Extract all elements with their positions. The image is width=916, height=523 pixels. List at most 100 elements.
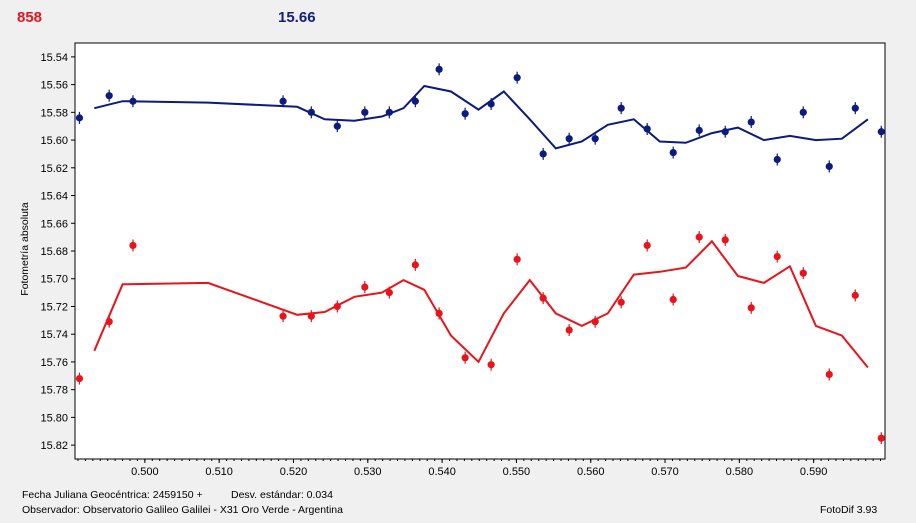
data-point [487, 358, 495, 371]
point-marker [617, 298, 625, 306]
data-point [461, 107, 469, 120]
std-deviation-label: Desv. estándar: 0.034 [231, 489, 333, 501]
data-point [307, 106, 315, 119]
data-point [643, 239, 651, 252]
data-point [411, 95, 419, 108]
data-point [105, 89, 113, 102]
point-marker [799, 269, 807, 277]
data-point [643, 122, 651, 135]
data-point [877, 125, 885, 138]
point-marker [411, 261, 419, 269]
point-marker [333, 302, 341, 311]
point-marker [643, 125, 651, 133]
point-marker [105, 92, 113, 100]
y-tick-label: 15.58 [40, 107, 68, 119]
plot-area [74, 42, 886, 460]
point-marker [129, 241, 137, 250]
y-tick-label: 15.80 [40, 412, 68, 424]
data-point [75, 372, 84, 385]
series-line-0 [94, 84, 869, 150]
data-point [799, 267, 807, 280]
x-tick-label: 0.560 [577, 466, 605, 478]
y-tick-label: 15.78 [40, 385, 68, 397]
y-axis-label: Fotometría absoluta [19, 202, 31, 296]
point-marker [333, 122, 341, 130]
point-marker [877, 128, 885, 136]
data-point [435, 307, 443, 320]
data-point [129, 239, 137, 252]
point-marker [435, 65, 443, 73]
point-marker [773, 252, 781, 261]
data-point [361, 106, 369, 119]
x-tick-label: 0.590 [800, 466, 828, 478]
point-marker [461, 354, 469, 362]
data-point [825, 160, 833, 173]
point-marker [361, 108, 369, 116]
x-tick-label: 0.580 [726, 466, 754, 478]
point-marker [565, 326, 573, 334]
x-tick-label: 0.540 [428, 466, 456, 478]
point-marker [877, 434, 885, 442]
point-marker [487, 361, 495, 369]
data-point [825, 368, 833, 381]
point-marker [565, 135, 573, 143]
y-tick-label: 15.82 [40, 440, 68, 452]
point-marker [747, 118, 755, 126]
data-point [565, 132, 573, 145]
data-point [129, 95, 137, 108]
point-marker [539, 294, 547, 302]
y-tick-label: 15.66 [40, 218, 68, 230]
y-tick-label: 15.72 [40, 301, 68, 313]
data-point [591, 132, 599, 145]
data-point [539, 292, 547, 305]
point-marker [799, 108, 807, 116]
x-tick-label: 0.570 [651, 466, 679, 478]
point-marker [411, 97, 419, 105]
data-point [747, 116, 755, 129]
y-tick-label: 15.74 [40, 329, 68, 341]
y-axis: 15.54 15.56 15.58 15.60 15.62 15.64 15.66 15.68… [40, 52, 75, 452]
data-point [411, 258, 419, 271]
x-tick-label: 0.520 [280, 466, 308, 478]
point-marker [487, 100, 495, 108]
data-point [617, 102, 625, 115]
data-point [513, 71, 521, 84]
y-tick-label: 15.62 [40, 163, 68, 175]
data-point [487, 98, 495, 111]
x-tick-label: 0.500 [131, 466, 159, 478]
data-point [799, 106, 807, 119]
app-version-label: FotoDif 3.93 [820, 504, 878, 516]
point-marker [617, 104, 625, 112]
point-marker [307, 312, 315, 320]
data-point [279, 95, 287, 108]
observer-label: Observador: Observatorio Galileo Galilei… [22, 504, 343, 516]
x-tick-label: 0.530 [354, 466, 382, 478]
y-tick-label: 15.70 [40, 274, 68, 286]
data-point [75, 111, 84, 124]
point-marker [385, 108, 393, 116]
point-marker [669, 148, 677, 157]
x-tick-label: 0.550 [503, 466, 531, 478]
data-point [333, 120, 341, 133]
point-marker [461, 110, 469, 118]
point-marker [591, 135, 599, 143]
data-point [851, 289, 859, 302]
red-magnitude-readout: 858 [17, 9, 43, 26]
point-marker [591, 318, 599, 326]
point-marker [435, 309, 443, 317]
point-marker [669, 295, 677, 304]
data-point [773, 153, 781, 166]
point-marker [747, 304, 755, 312]
point-marker [385, 289, 393, 297]
data-point [385, 286, 393, 299]
data-point [385, 106, 393, 119]
point-marker [721, 128, 729, 136]
data-point [747, 301, 755, 314]
data-point [591, 315, 599, 328]
data-point [773, 250, 781, 263]
y-tick-label: 15.76 [40, 357, 68, 369]
data-point [877, 432, 885, 445]
y-tick-label: 15.60 [40, 135, 68, 147]
point-marker [75, 114, 84, 122]
